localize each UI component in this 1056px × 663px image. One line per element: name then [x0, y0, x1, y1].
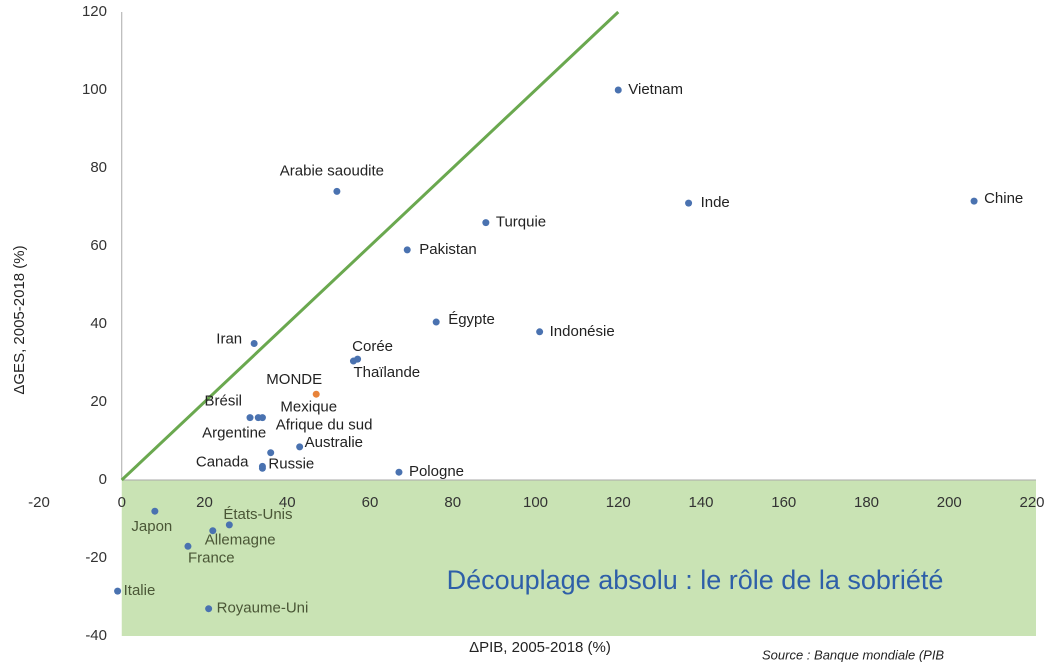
y-tick-label: 80: [90, 159, 107, 176]
point-label: Australie: [305, 434, 363, 451]
point-label: Turquie: [496, 214, 546, 231]
point-label: Argentine: [202, 425, 266, 442]
point-label: Afrique du sud: [276, 417, 373, 434]
point-label: Thaïlande: [353, 364, 420, 381]
point: [250, 340, 258, 347]
point-label: Allemagne: [205, 532, 276, 549]
point: [685, 199, 693, 207]
x-tick-label: 40: [279, 494, 296, 511]
point: [614, 86, 622, 94]
point-label: Mexique: [280, 399, 337, 416]
x-tick-label: 180: [854, 494, 879, 511]
y-tick-label: 20: [90, 393, 107, 410]
y-tick-label: -40: [85, 627, 107, 644]
x-axis-title: ΔPIB, 2005-2018 (%): [469, 639, 611, 656]
point: [267, 449, 275, 457]
point: [482, 219, 490, 227]
point-label: Inde: [701, 194, 730, 211]
point-label: Pakistan: [419, 241, 477, 258]
x-tick-label: 20: [196, 494, 213, 511]
point-label: Russie: [268, 455, 314, 472]
point-label: Brésil: [204, 393, 242, 410]
point-label: Royaume-Uni: [217, 600, 309, 617]
point-label: Chine: [984, 190, 1023, 207]
point: [296, 443, 304, 451]
point: [349, 357, 357, 365]
point-label: États-Unis: [223, 506, 292, 523]
point-label: Japon: [131, 518, 172, 535]
y-axis-title: ΔGES, 2005-2018 (%): [11, 245, 28, 394]
point: [151, 507, 159, 515]
point: [114, 587, 122, 595]
x-tick-label: 120: [606, 494, 631, 511]
annotation: Découplage absolu : le rôle de la sobrié…: [447, 565, 944, 595]
y-tick-label: 120: [82, 3, 107, 20]
point: [403, 246, 411, 254]
point: [184, 542, 192, 550]
point: [970, 197, 978, 205]
y-tick-label: -20: [85, 549, 107, 566]
x-tick-label: 80: [444, 494, 461, 511]
point-label: Corée: [352, 338, 393, 355]
point: [209, 527, 217, 535]
y-tick-label: 60: [90, 237, 107, 254]
x-tick-label: -20: [28, 494, 50, 511]
point: [205, 605, 213, 613]
point: [258, 464, 266, 472]
point-label: Iran: [216, 330, 242, 347]
point-label: Canada: [196, 453, 249, 470]
point: [254, 414, 262, 422]
point-label: France: [188, 549, 235, 566]
x-tick-label: 0: [118, 494, 126, 511]
point-label: Pologne: [409, 463, 464, 480]
x-tick-label: 100: [523, 494, 548, 511]
point: [536, 328, 544, 336]
y-tick-label: 100: [82, 81, 107, 98]
point-label: Italie: [124, 582, 156, 599]
x-tick-label: 200: [937, 494, 962, 511]
point: [246, 414, 254, 422]
absolute-decoupling-region: [121, 480, 1036, 636]
x-tick-label: 160: [771, 494, 796, 511]
y-tick-label: 40: [90, 315, 107, 332]
reference-line: [120, 10, 620, 482]
y-tick-label: 0: [99, 471, 107, 488]
point-label: Indonésie: [550, 323, 615, 340]
point-label: Vietnam: [628, 81, 683, 98]
point-label: MONDE: [266, 371, 322, 388]
point: [432, 318, 440, 326]
x-tick-label: 140: [688, 494, 713, 511]
point: [312, 390, 320, 398]
point-label: Égypte: [448, 311, 495, 328]
x-tick-label: 60: [362, 494, 379, 511]
x-tick-label: 220: [1019, 494, 1044, 511]
point-label: Arabie saoudite: [280, 162, 384, 179]
point: [333, 187, 341, 195]
point: [225, 521, 233, 529]
source: Source : Banque mondiale (PIB: [762, 647, 944, 662]
point: [395, 468, 403, 476]
